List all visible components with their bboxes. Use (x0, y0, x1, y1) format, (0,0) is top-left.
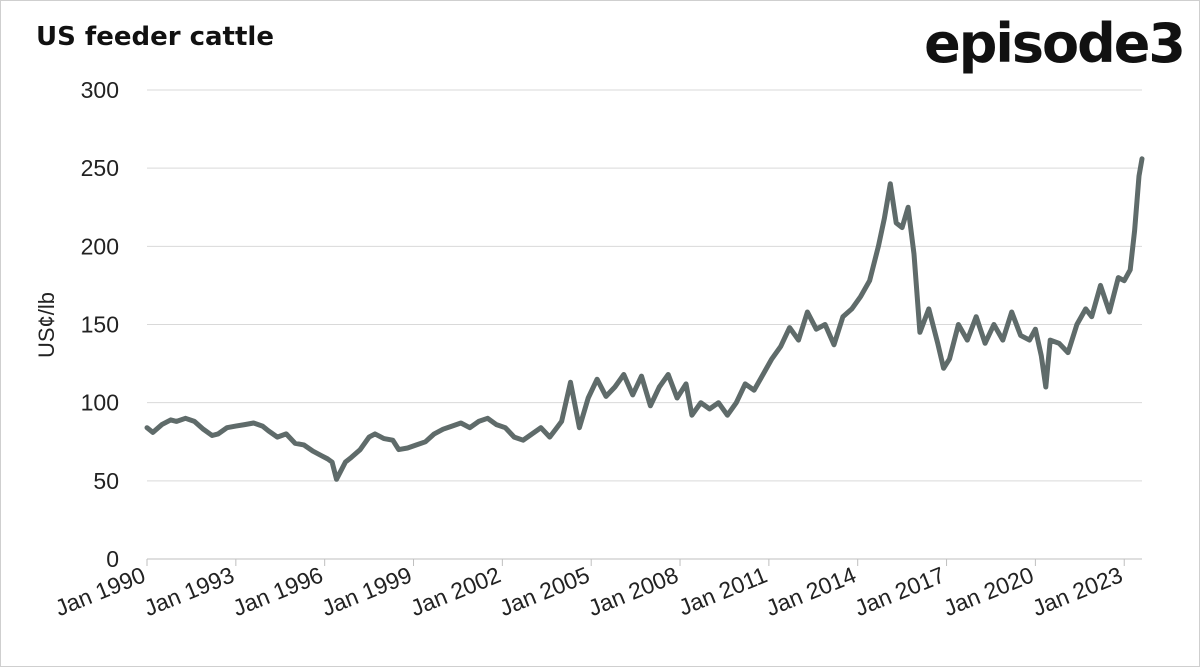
y-axis-label: US¢/lb (34, 292, 59, 358)
y-tick-200: 200 (81, 233, 119, 259)
y-tick-300: 300 (81, 77, 119, 103)
x-tick-2017: Jan 2017 (851, 562, 948, 622)
y-tick-labels: 0 50 100 150 200 250 300 (81, 77, 119, 572)
y-tick-250: 250 (81, 155, 119, 181)
x-tick-2002: Jan 2002 (407, 562, 504, 622)
x-tick-2011: Jan 2011 (675, 562, 771, 621)
x-tick-1993: Jan 1993 (140, 562, 237, 622)
y-tick-0: 0 (106, 546, 119, 572)
x-tick-1999: Jan 1999 (318, 562, 415, 622)
x-tick-2020: Jan 2020 (940, 562, 1037, 622)
x-axis (146, 558, 1142, 566)
series-line-0 (144, 156, 1145, 482)
brand-logo: episode3 (924, 12, 1186, 75)
chart-title: US feeder cattle (36, 22, 274, 52)
x-tick-1996: Jan 1996 (229, 562, 326, 622)
x-tick-1990: Jan 1990 (51, 562, 148, 622)
x-tick-2008: Jan 2008 (584, 562, 681, 622)
x-tick-2014: Jan 2014 (762, 561, 860, 621)
x-tick-2023: Jan 2023 (1029, 562, 1126, 622)
x-tick-2005: Jan 2005 (496, 562, 593, 622)
y-tick-100: 100 (81, 390, 119, 416)
y-tick-50: 50 (93, 468, 119, 494)
series-group (144, 156, 1145, 482)
y-gridlines (147, 89, 1142, 482)
y-tick-150: 150 (81, 312, 119, 338)
